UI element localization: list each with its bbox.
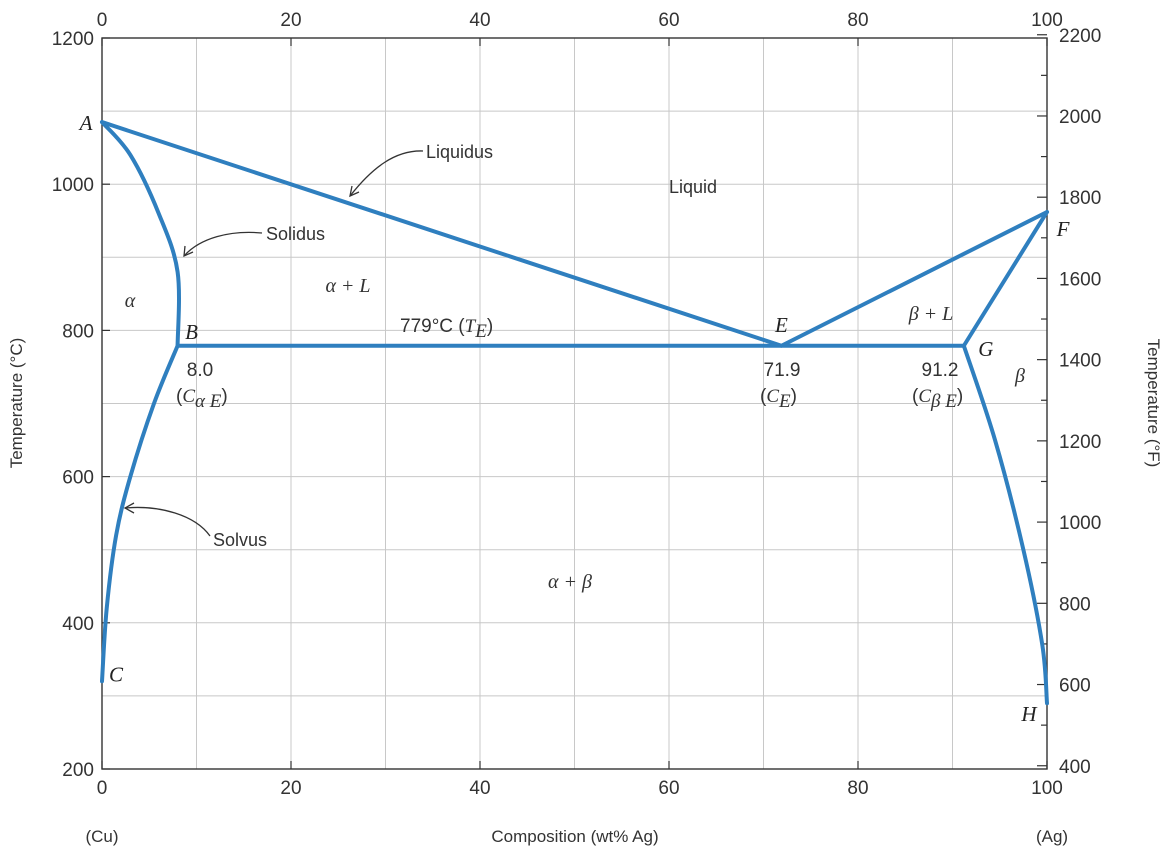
c-beta-label: (Cβ E) (912, 386, 963, 412)
x-tick-label: 100 (1031, 778, 1063, 799)
c-alpha-label: (Cα E) (176, 386, 228, 412)
y-tick-label-right: 1600 (1059, 269, 1101, 290)
region-alpha-plus-beta: α + β (548, 571, 592, 593)
phase-boundaries (100, 120, 1049, 706)
y-tick-label-right: 2200 (1059, 26, 1101, 47)
y-tick-label-right: 1400 (1059, 351, 1101, 372)
y-tick-label-right: 1000 (1059, 513, 1101, 534)
point-label-a: A (78, 111, 93, 135)
x-tick-label-top: 0 (97, 10, 108, 31)
solvus-label: Solvus (213, 530, 267, 550)
x-tick-label-top: 60 (658, 10, 679, 31)
c-alpha-value: 8.0 (187, 360, 213, 381)
point-label-c: C (109, 662, 124, 686)
curve--solidus (961, 209, 1049, 348)
y-tick-label-right: 1800 (1059, 188, 1101, 209)
x-tick-label: 0 (97, 778, 108, 799)
liquidus-label: Liquidus (426, 142, 493, 162)
plot-frame (101, 37, 1048, 770)
y-tick-label-left: 400 (62, 614, 94, 635)
liquidus-callout-arrow (349, 150, 424, 197)
grid (102, 38, 1047, 769)
x-tick-label-top: 100 (1031, 10, 1063, 31)
y-axis-title-left: Temperature (°C) (7, 338, 26, 469)
y-axis-title-right: Temperature (°F) (1144, 339, 1163, 468)
y-tick-label-left: 1000 (52, 175, 94, 196)
eutectic-temperature-label: 779°C (TE) (400, 316, 493, 342)
point-label-e: E (774, 313, 788, 337)
solidus-label: Solidus (266, 224, 325, 244)
x-tick-label-top: 80 (847, 10, 868, 31)
x-right-end-label: (Ag) (1036, 827, 1068, 846)
c-beta-value: 91.2 (922, 360, 959, 381)
x-tick-label: 60 (658, 778, 679, 799)
curve-solidus (100, 120, 181, 348)
c-e-value: 71.9 (764, 360, 801, 381)
x-tick-label-top: 40 (469, 10, 490, 31)
y-tick-label-left: 200 (62, 760, 94, 781)
invariant-points: A B C E F G H (78, 111, 1070, 726)
solidus-callout-arrow (183, 231, 263, 257)
region-beta: β (1014, 365, 1025, 387)
x-tick-label: 20 (280, 778, 301, 799)
solvus-callout-arrow (124, 506, 211, 537)
region-liquid: Liquid (669, 177, 717, 197)
point-label-f: F (1056, 217, 1070, 241)
point-label-g: G (978, 337, 993, 361)
y-tick-label-right: 400 (1059, 757, 1091, 778)
x-left-end-label: (Cu) (85, 827, 118, 846)
curve-solvus (100, 343, 180, 684)
liquidus-arrowhead (349, 185, 360, 198)
x-axis-title: Composition (wt% Ag) (491, 827, 658, 846)
y-tick-label-right: 600 (1059, 676, 1091, 697)
y-tick-label-left: 1200 (52, 29, 94, 50)
x-tick-label: 40 (469, 778, 490, 799)
region-alpha: α (125, 290, 136, 312)
tick-labels: 0 0 20 20 40 40 60 60 80 80 100 100 200 400 600 800 1000… (52, 10, 1102, 799)
region-alpha-plus-liquid: α + L (325, 275, 370, 297)
point-label-h: H (1020, 702, 1038, 726)
y-tick-label-left: 600 (62, 468, 94, 489)
solidus-arrowhead (183, 245, 194, 258)
x-tick-label: 80 (847, 778, 868, 799)
solvus-arrowhead (123, 502, 135, 514)
y-tick-label-left: 800 (62, 321, 94, 342)
y-tick-label-right: 1200 (1059, 432, 1101, 453)
point-label-b: B (185, 320, 198, 344)
c-e-label: (CE) (760, 386, 797, 412)
y-tick-label-right: 2000 (1059, 107, 1101, 128)
region-beta-plus-liquid: β + L (908, 303, 954, 325)
curve--solvus (961, 343, 1049, 706)
y-tick-label-right: 800 (1059, 594, 1091, 615)
x-tick-label-top: 20 (280, 10, 301, 31)
